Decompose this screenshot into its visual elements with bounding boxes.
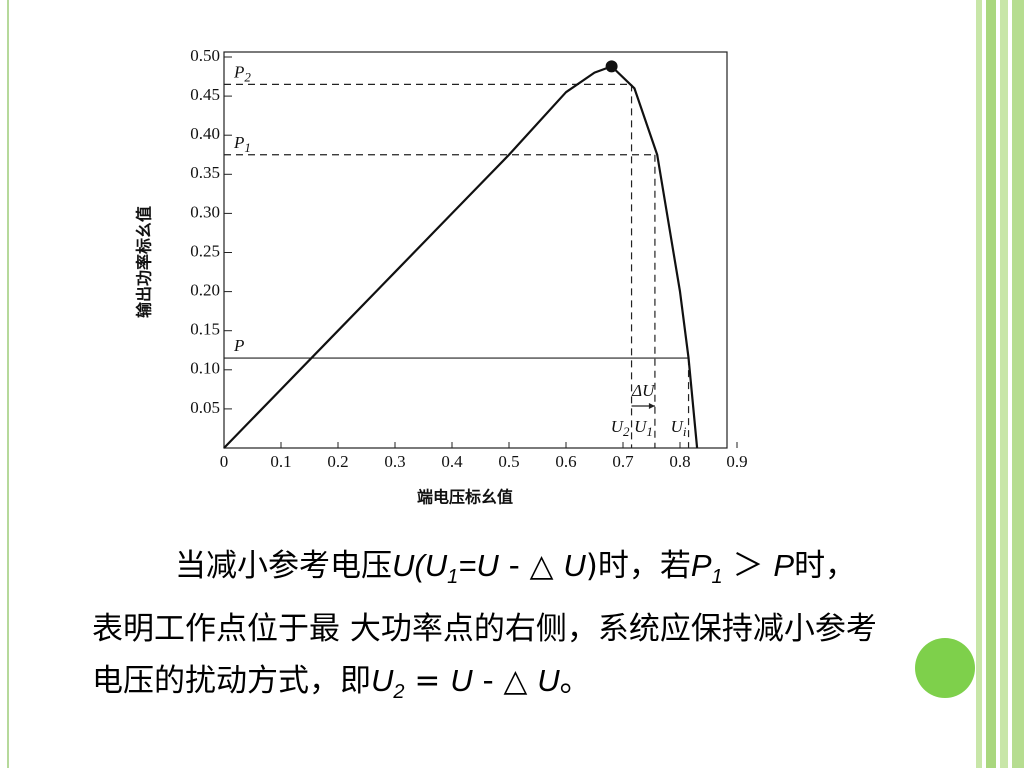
text-run: ＞ xyxy=(722,548,774,584)
x-tick-label: 0 xyxy=(220,452,229,471)
delta-label: ΔU xyxy=(631,381,656,400)
level-label-sub: 1 xyxy=(244,140,251,155)
voltage-label-sub: i xyxy=(683,424,687,439)
level-label: P xyxy=(233,336,244,355)
voltage-label-text: U xyxy=(671,417,685,436)
text-run: = xyxy=(404,663,451,700)
text-run: U xyxy=(424,548,448,583)
voltage-label-text: U xyxy=(634,417,648,436)
x-tick-label: 0.2 xyxy=(327,452,348,471)
text-run: P xyxy=(690,548,712,583)
text-run: =U xyxy=(458,548,499,583)
voltage-label: Ui xyxy=(671,417,687,439)
text-run: U xyxy=(537,663,560,699)
voltage-label-sub: 1 xyxy=(646,424,653,439)
voltage-label: U2 xyxy=(611,417,630,439)
y-tick-label: 0.20 xyxy=(190,281,220,300)
stripe xyxy=(1000,0,1008,768)
text-run: 。 xyxy=(559,663,591,700)
y-tick-label: 0.30 xyxy=(190,202,220,221)
stripe xyxy=(976,0,982,768)
stripe xyxy=(1012,0,1024,768)
y-axis-title: 输出功率标幺值 xyxy=(135,206,154,318)
y-tick-label: 0.05 xyxy=(190,398,220,417)
y-tick-label: 0.50 xyxy=(190,46,220,65)
x-tick-label: 0.1 xyxy=(270,452,291,471)
text-run: - xyxy=(472,663,504,700)
decor-circle xyxy=(915,638,975,698)
x-tick-label: 0.4 xyxy=(441,452,463,471)
text-run: - xyxy=(498,548,530,584)
voltage-label-sub: 2 xyxy=(623,424,630,439)
x-tick-label: 0.6 xyxy=(555,452,576,471)
delta-arrowhead xyxy=(648,403,655,409)
chart: 输出功率标幺值 端电压标幺值 0.050.100.150.200.250.300… xyxy=(135,46,748,507)
voltage-label-text: U xyxy=(611,417,625,436)
plot-frame xyxy=(223,51,728,449)
text-run: 1 xyxy=(711,566,723,589)
body-text: 当减小参考电压U(U1=U - △ U)时，若P1 ＞ P时，表明工作点位于最 … xyxy=(92,540,887,718)
x-axis-title: 端电压标幺值 xyxy=(417,488,513,507)
x-tick-label: 0.5 xyxy=(498,452,519,471)
y-tick-label: 0.25 xyxy=(190,241,220,260)
level-label-text: P xyxy=(233,336,244,355)
power-curve xyxy=(223,65,699,449)
y-tick-label: 0.45 xyxy=(190,85,220,104)
stripe xyxy=(986,0,996,768)
text-run: 当减小参考电压 xyxy=(175,548,392,584)
text-run: U xyxy=(563,548,586,583)
text-run: U xyxy=(392,548,415,583)
x-tick-label: 0.8 xyxy=(669,452,690,471)
text-run: △ xyxy=(503,663,538,700)
text-run: 时，表明工作点位于最 大功率点的右侧，系统应保持减小参考电压的扰动方式，即 xyxy=(92,548,877,700)
y-tick-label: 0.15 xyxy=(190,320,220,339)
voltage-label: U1 xyxy=(634,417,653,439)
level-label-sub: 2 xyxy=(244,69,251,84)
level-label: P1 xyxy=(233,133,251,155)
y-tick-label: 0.10 xyxy=(190,359,220,378)
text-run: △ xyxy=(529,548,564,584)
text-run: 1 xyxy=(447,566,459,589)
text-run: U xyxy=(371,663,394,699)
text-run: ( xyxy=(414,548,425,583)
x-tick-label: 0.3 xyxy=(384,452,405,471)
level-label-text: P xyxy=(233,133,244,152)
y-tick-label: 0.35 xyxy=(190,163,220,182)
text-run: U xyxy=(450,663,473,699)
y-tick-label: 0.40 xyxy=(190,124,220,143)
peak-point xyxy=(605,60,618,73)
x-tick-label: 0.9 xyxy=(726,452,747,471)
text-run: 2 xyxy=(393,681,405,704)
text-run: P xyxy=(773,548,795,583)
text-run: )时，若 xyxy=(585,548,691,584)
level-label-text: P xyxy=(233,62,244,81)
x-tick-label: 0.7 xyxy=(612,452,634,471)
level-label: P2 xyxy=(233,62,251,84)
